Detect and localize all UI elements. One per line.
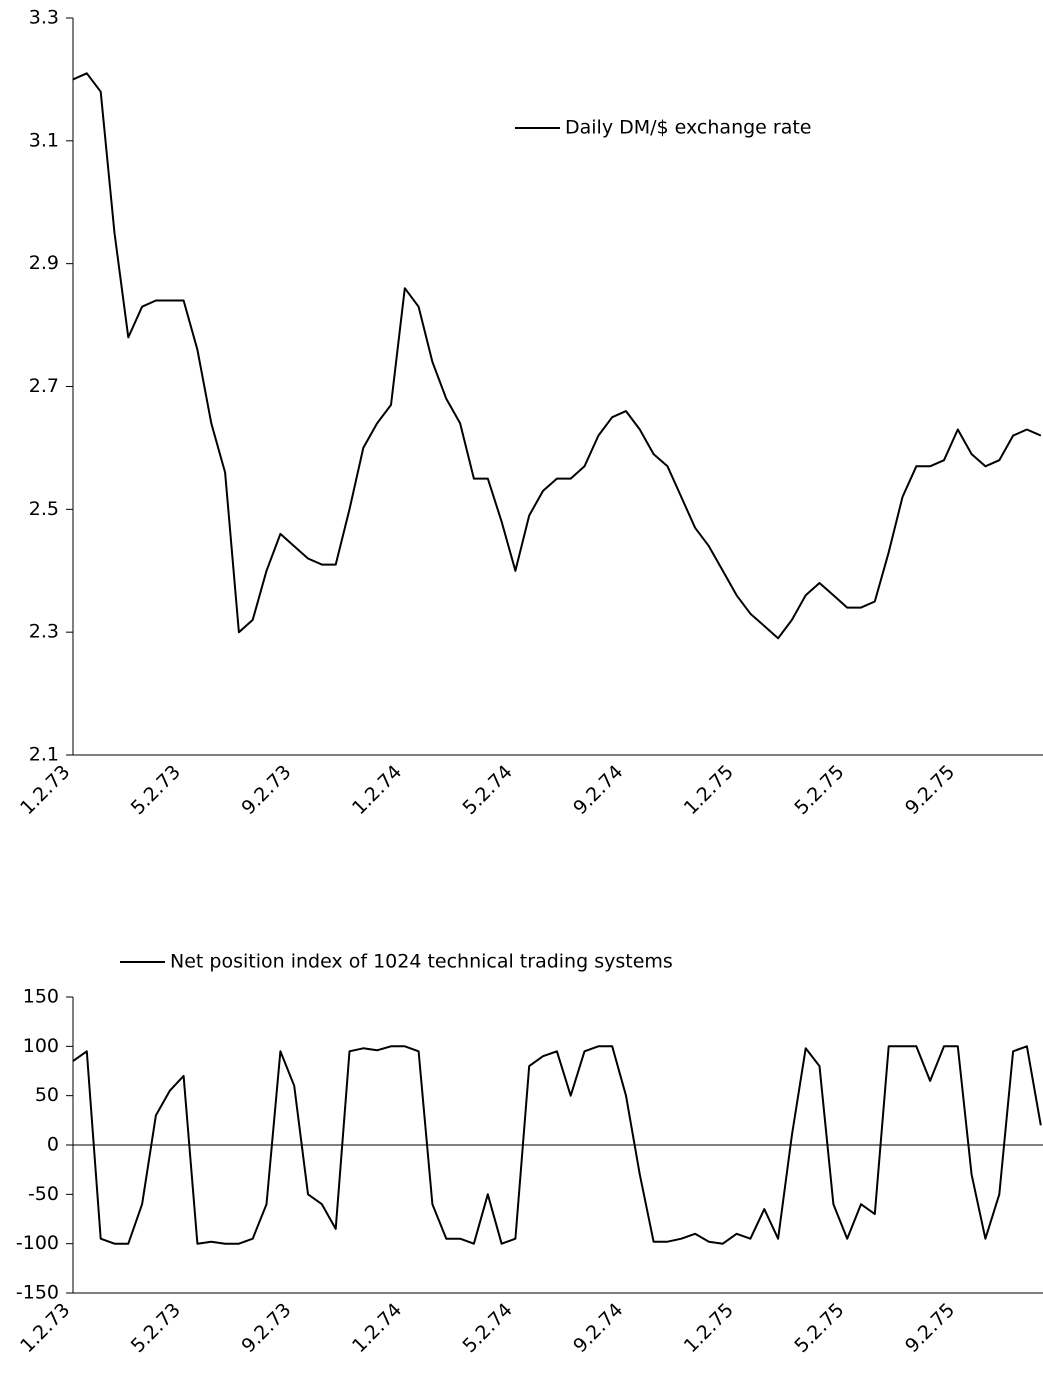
y-tick-label: 2.1 [29,744,59,766]
x-tick-label: 5.2.74 [459,1299,517,1357]
x-tick-label: 9.2.73 [237,761,295,819]
x-tick-label: 9.2.74 [569,761,627,819]
y-tick-label: 3.1 [29,129,59,151]
x-tick-label: 5.2.73 [127,761,185,819]
x-tick-label: 9.2.75 [901,761,959,819]
y-tick-label: 100 [23,1035,59,1057]
x-tick-label: 9.2.75 [901,1299,959,1357]
x-tick-label: 1.2.75 [680,1299,738,1357]
x-tick-label: 1.2.73 [16,1299,74,1357]
y-tick-label: -150 [16,1282,59,1304]
y-tick-label: -100 [16,1232,59,1254]
y-tick-label: 2.7 [29,375,59,397]
x-tick-label: 9.2.74 [569,1299,627,1357]
y-tick-label: 0 [47,1134,59,1156]
x-tick-label: 1.2.75 [680,761,738,819]
legend-label: Net position index of 1024 technical tra… [170,951,673,973]
y-tick-label: -50 [28,1183,59,1205]
y-tick-label: 2.3 [29,621,59,643]
y-tick-label: 2.5 [29,498,59,520]
x-tick-label: 5.2.75 [790,761,848,819]
data-line [72,1045,1042,1245]
x-tick-label: 1.2.73 [16,761,74,819]
legend-label: Daily DM/$ exchange rate [565,117,812,139]
data-line [72,72,1042,640]
y-tick-label: 150 [23,986,59,1008]
x-tick-label: 5.2.73 [127,1299,185,1357]
x-tick-label: 1.2.74 [348,761,406,819]
x-tick-label: 9.2.73 [237,1299,295,1357]
x-tick-label: 1.2.74 [348,1299,406,1357]
y-tick-label: 2.9 [29,252,59,274]
y-tick-label: 3.3 [29,7,59,29]
x-tick-label: 5.2.75 [790,1299,848,1357]
y-tick-label: 50 [35,1084,59,1106]
x-tick-label: 5.2.74 [459,761,517,819]
